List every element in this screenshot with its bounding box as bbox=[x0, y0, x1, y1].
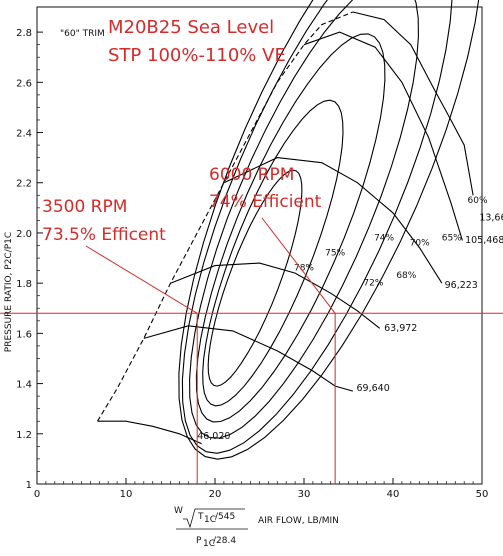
efficiency-label: 78% bbox=[294, 264, 314, 274]
efficiency-island-75 bbox=[202, 99, 344, 407]
chart-labels: 60% 65% 70% 74% 75% 78% 72% 68% 13,669 105,468 96,… bbox=[197, 196, 503, 442]
chart-title: M20B25 Sea Level bbox=[108, 17, 274, 38]
x-tick-label: 40 bbox=[387, 489, 400, 500]
speed-line-46020 bbox=[97, 420, 202, 445]
y-axis-title: PRESSURE RATIO, P2C/P1C bbox=[4, 232, 14, 352]
contour-lines bbox=[97, 0, 480, 460]
x-tick-label: 0 bbox=[34, 489, 40, 500]
efficiency-label: 75% bbox=[325, 249, 345, 259]
speed-label: 96,223 bbox=[445, 280, 478, 291]
x-tick-label: 20 bbox=[209, 489, 222, 500]
efficiency-island-72 bbox=[189, 0, 419, 439]
annotation-6000-efficiency: 74% Efficient bbox=[209, 192, 322, 212]
speed-label: 46,020 bbox=[197, 431, 230, 442]
x-formula-num: T bbox=[197, 512, 204, 522]
x-axis-title: W T 1C /545 P 1C /28.4 AIR FLOW, LB/MIN bbox=[174, 506, 339, 549]
efficiency-label: 74% bbox=[374, 233, 394, 243]
x-axis-label: AIR FLOW, LB/MIN bbox=[258, 516, 339, 526]
y-tick-label: 1.4 bbox=[16, 380, 32, 391]
speed-line-13669 bbox=[352, 11, 474, 196]
y-tick-label: 2.0 bbox=[16, 229, 32, 240]
x-formula-num-rest: /545 bbox=[215, 512, 235, 522]
speed-label: 13,669 bbox=[479, 212, 503, 223]
annotation-3500-rpm: 3500 RPM bbox=[42, 197, 127, 217]
reference-lines: 6000 RPM 74% Efficient 3500 RPM 73.5% Effic… bbox=[0, 165, 503, 484]
speed-line-96223 bbox=[223, 157, 443, 284]
y-tick-label: 1.6 bbox=[16, 329, 32, 340]
y-tick-label: 2.4 bbox=[16, 129, 32, 140]
speed-label: 105,468 bbox=[465, 235, 503, 246]
y-tick-label: 2.8 bbox=[16, 28, 32, 39]
efficiency-island-68 bbox=[178, 0, 480, 460]
efficiency-label: 72% bbox=[363, 279, 383, 289]
y-tick-label: 1.2 bbox=[16, 430, 32, 441]
trim-label: "60" TRIM bbox=[60, 29, 105, 39]
speed-label: 69,640 bbox=[357, 383, 390, 394]
y-tick-label: 2.2 bbox=[16, 179, 32, 190]
y-tick-label: 1 bbox=[26, 480, 32, 491]
y-tick-label: 2.6 bbox=[16, 78, 32, 89]
efficiency-label: 68% bbox=[396, 271, 416, 281]
chart-subtitle: STP 100%-110% VE bbox=[108, 45, 286, 66]
speed-line-63972 bbox=[170, 262, 381, 329]
axis-ticks: 0 10 20 30 40 50 1 1.2 1.4 1.6 1.8 2.0 2.2 2.4 2.6 2.8 bbox=[16, 28, 488, 500]
x-tick-label: 10 bbox=[120, 489, 133, 500]
annotation-6000-rpm: 6000 RPM bbox=[209, 165, 294, 185]
efficiency-island-74 bbox=[195, 33, 386, 423]
efficiency-label: 65% bbox=[442, 233, 462, 243]
x-formula-den: P bbox=[196, 536, 202, 546]
x-formula-w: W bbox=[174, 506, 183, 516]
x-tick-label: 30 bbox=[298, 489, 311, 500]
x-formula-num-sub: 1C bbox=[204, 515, 216, 525]
x-formula-den-rest: /28.4 bbox=[213, 536, 236, 546]
annotation-leader-3500 bbox=[85, 245, 198, 314]
speed-line-105468 bbox=[303, 31, 463, 241]
x-tick-label: 50 bbox=[476, 489, 489, 500]
efficiency-label: 70% bbox=[410, 239, 430, 249]
speed-label: 63,972 bbox=[384, 323, 417, 334]
x-formula-den-sub: 1C bbox=[203, 539, 215, 549]
surge-line bbox=[97, 11, 354, 422]
efficiency-label: 60% bbox=[468, 196, 488, 206]
efficiency-island-70 bbox=[181, 0, 453, 454]
efficiency-island-78 bbox=[207, 169, 303, 387]
annotation-leader-6000 bbox=[261, 217, 336, 314]
annotation-3500-efficiency: 73.5% Efficent bbox=[42, 225, 166, 245]
y-tick-label: 1.8 bbox=[16, 279, 32, 290]
